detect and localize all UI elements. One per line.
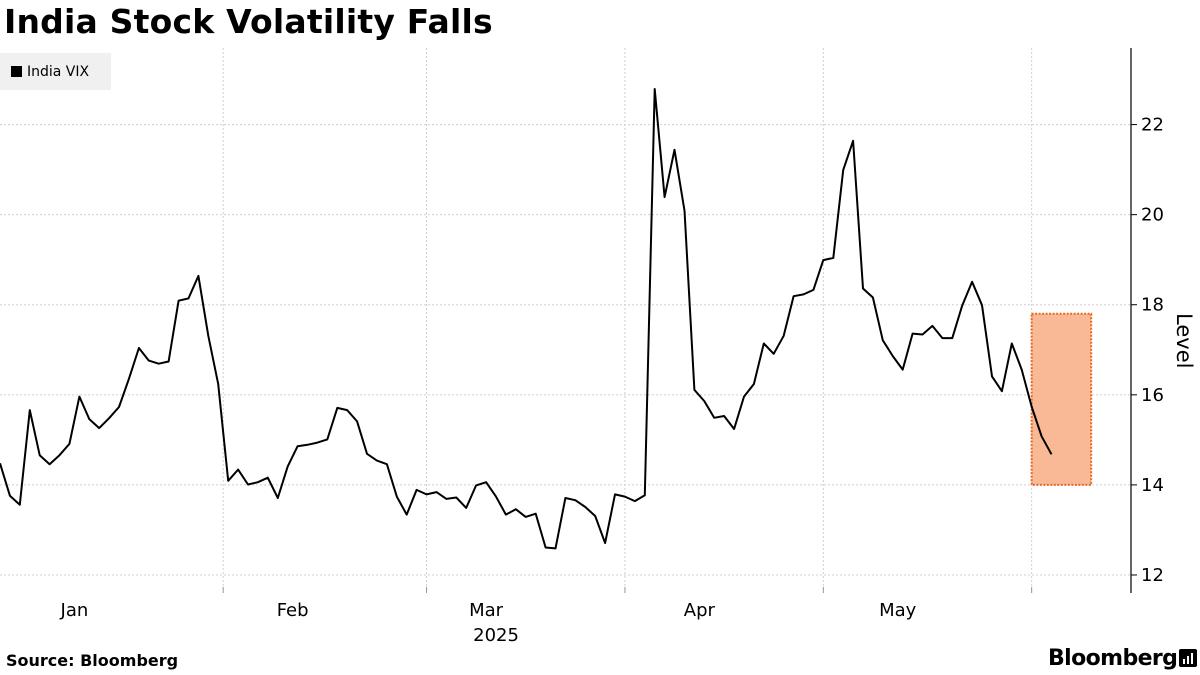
highlight-box (1030, 312, 1093, 486)
y-tick-label: 18 (1141, 295, 1164, 316)
x-tick-label: Feb (277, 600, 309, 621)
y-tick-label: 22 (1141, 115, 1164, 136)
bloomberg-terminal-icon (1179, 649, 1197, 667)
y-tick-label: 20 (1141, 205, 1164, 226)
series-line-india-vix (0, 88, 1053, 550)
legend: India VIX (0, 53, 111, 90)
x-tick-label: Jan (60, 600, 89, 621)
y-tick-label: 16 (1141, 385, 1164, 406)
chart-title: India Stock Volatility Falls (4, 2, 493, 41)
x-tick-label: Mar (469, 600, 504, 621)
x-year-label: 2025 (473, 625, 519, 646)
source-note: Source: Bloomberg (6, 651, 179, 670)
x-tick-label: May (879, 600, 917, 621)
x-tick-label: Apr (684, 600, 716, 621)
legend-swatch (11, 66, 22, 77)
y-tick-label: 12 (1141, 565, 1164, 586)
y-axis-title: Level (1172, 313, 1196, 368)
legend-label: India VIX (27, 63, 90, 80)
y-tick-label: 14 (1141, 475, 1164, 496)
brand-logo-text: Bloomberg (1048, 646, 1178, 671)
